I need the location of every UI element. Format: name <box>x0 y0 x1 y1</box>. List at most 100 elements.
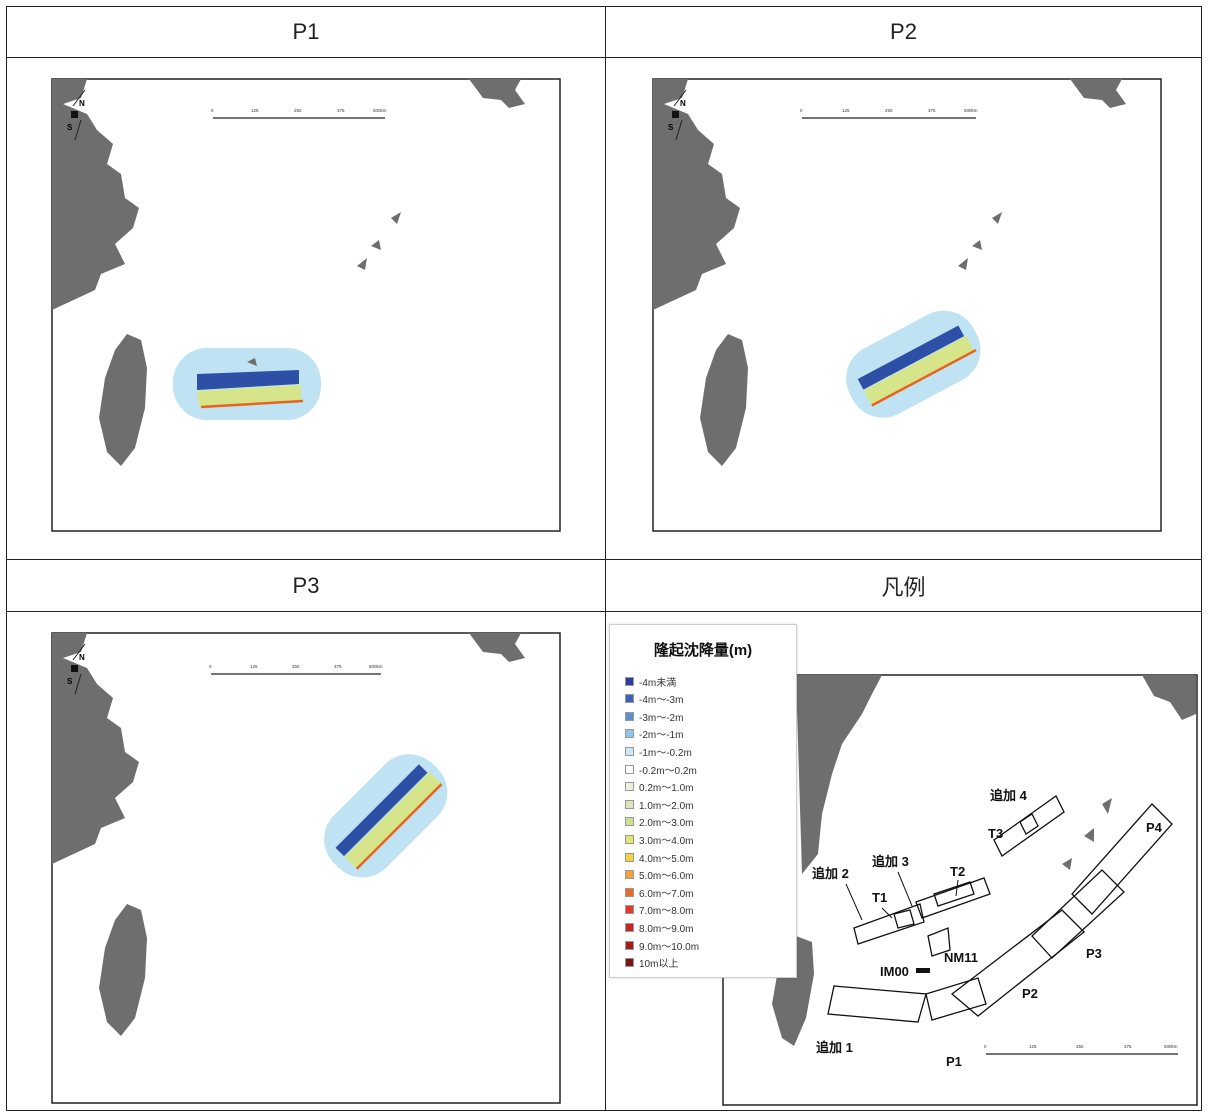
header-legend: 凡例 <box>606 560 1201 612</box>
legend-label: 9.0m～10.0m <box>639 941 700 953</box>
fault-add1 <box>827 985 927 1023</box>
scale-tick-0: 0 <box>800 108 803 113</box>
kyushu-land <box>1070 79 1126 108</box>
fault-t1 <box>893 909 915 929</box>
map-frame <box>51 632 561 1104</box>
mainland-china <box>52 79 139 310</box>
figure-table: P1 P2 N S 0 125 <box>6 6 1202 1111</box>
legend-swatch <box>625 852 634 862</box>
scale-bar: 0 125 250 375 500km <box>211 108 387 119</box>
legend-item: 0.2m～1.0m <box>625 779 693 795</box>
north-arrow: N S <box>67 643 86 695</box>
legend-swatch <box>625 887 634 897</box>
legend-label: 1.0m～2.0m <box>639 800 694 812</box>
fault-p4 <box>1071 803 1173 915</box>
legend-box: 隆起沈降量(m) -4m未満 -4m～-3m -3m～-2m -2m～-1m -1m～-… <box>609 624 797 978</box>
legend-item: 10m以上 <box>625 955 678 971</box>
scale-tick-250: 250 <box>294 108 302 113</box>
mainland-china <box>796 675 882 874</box>
scale-tick-250: 250 <box>1076 1044 1084 1049</box>
legend-swatch <box>625 711 634 721</box>
legend-swatch <box>625 729 634 739</box>
fault-trace <box>871 348 977 407</box>
legend-label: 5.0m～6.0m <box>639 871 694 883</box>
header-p2: P2 <box>606 7 1201 58</box>
panel-legend: 隆起沈降量(m) -4m未満 -4m～-3m -3m～-2m -2m～-1m -1m～-… <box>606 612 1201 1110</box>
label-p2: P2 <box>1022 986 1038 1001</box>
legend-swatch <box>625 922 634 932</box>
uplift-band <box>863 336 974 405</box>
legend-label: 7.0m～8.0m <box>639 906 694 918</box>
legend-swatch <box>625 958 634 968</box>
fault-t3 <box>1019 813 1039 835</box>
scale-tick-375: 375 <box>928 108 936 113</box>
subsidence-band <box>197 370 299 390</box>
legend-swatch <box>625 940 634 950</box>
label-nm11: NM11 <box>944 950 978 965</box>
header-p1-text: P1 <box>292 19 320 44</box>
header-legend-text: 凡例 <box>881 575 926 601</box>
map-frame <box>652 78 1162 532</box>
legend-label: 8.0m～9.0m <box>639 923 694 935</box>
taiwan-island <box>99 904 147 1036</box>
legend-swatch <box>625 676 634 686</box>
legend-label: -1m～-0.2m <box>639 747 692 759</box>
fault-add2 <box>853 903 925 945</box>
legend-item: 5.0m～6.0m <box>625 867 693 883</box>
legend-item: -1m～-0.2m <box>625 743 692 759</box>
legend-label: 4.0m～5.0m <box>639 853 694 865</box>
label-add2: 追加 2 <box>812 866 849 881</box>
north-arrow: N S <box>67 89 86 141</box>
scale-tick-375: 375 <box>334 664 342 669</box>
legend-label: -2m～-1m <box>639 730 684 742</box>
fault-p1 <box>925 977 987 1021</box>
deformation-p3 <box>324 754 448 878</box>
south-label: S <box>67 123 73 132</box>
scale-tick-500: 500km <box>964 108 978 113</box>
fault-t2 <box>933 881 975 907</box>
legend-swatch <box>625 799 634 809</box>
map-frame <box>51 78 561 532</box>
legend-label: -4m～-3m <box>639 695 684 707</box>
legend-swatch <box>625 782 634 792</box>
scale-tick-125: 125 <box>250 664 258 669</box>
legend-swatch <box>625 694 634 704</box>
scale-tick-125: 125 <box>251 108 259 113</box>
map-frame <box>722 674 1198 1106</box>
header-p3-text: P3 <box>292 572 320 598</box>
label-add1: 追加 1 <box>816 1040 853 1055</box>
map-p3: N S 0 125 250 375 500km <box>51 632 561 1104</box>
fault-add4 <box>993 795 1065 857</box>
map-p1: N S 0 125 250 375 500km <box>51 78 561 532</box>
scale-tick-375: 375 <box>1124 1044 1132 1049</box>
label-im00: IM00 <box>880 964 909 979</box>
uplift-band <box>197 385 301 406</box>
scale-tick-125: 125 <box>842 108 850 113</box>
legend-item: 1.0m～2.0m <box>625 796 693 812</box>
label-add4: 追加 4 <box>990 788 1028 803</box>
north-label: N <box>79 99 85 108</box>
mainland-china <box>52 633 139 864</box>
label-t2: T2 <box>950 864 965 879</box>
fault-trace <box>200 399 304 409</box>
label-add3: 追加 3 <box>872 854 909 869</box>
fault-nm11 <box>927 927 951 957</box>
scale-tick-0: 0 <box>984 1044 987 1049</box>
legend-swatch <box>625 764 634 774</box>
legend-swatch <box>625 870 634 880</box>
legend-item: -2m～-1m <box>625 726 683 742</box>
legend-swatch <box>625 905 634 915</box>
scale-tick-125: 125 <box>1029 1044 1037 1049</box>
subsidence-band <box>335 764 428 857</box>
legend-item: -0.2m～0.2m <box>625 761 697 777</box>
header-p1: P1 <box>7 7 606 58</box>
scale-bar: 0 125 250 375 500km <box>800 108 978 119</box>
panel-p2: N S 0 125 250 375 500km <box>606 58 1201 560</box>
legend-title: 隆起沈降量(m) <box>653 642 753 659</box>
panel-p1: N S 0 125 250 375 500km <box>7 58 606 560</box>
legend-label: -4m未満 <box>639 677 677 689</box>
kyushu-land <box>469 79 525 108</box>
scale-tick-500: 500km <box>373 108 387 113</box>
label-p1: P1 <box>946 1054 962 1069</box>
fault-trace <box>355 783 443 870</box>
